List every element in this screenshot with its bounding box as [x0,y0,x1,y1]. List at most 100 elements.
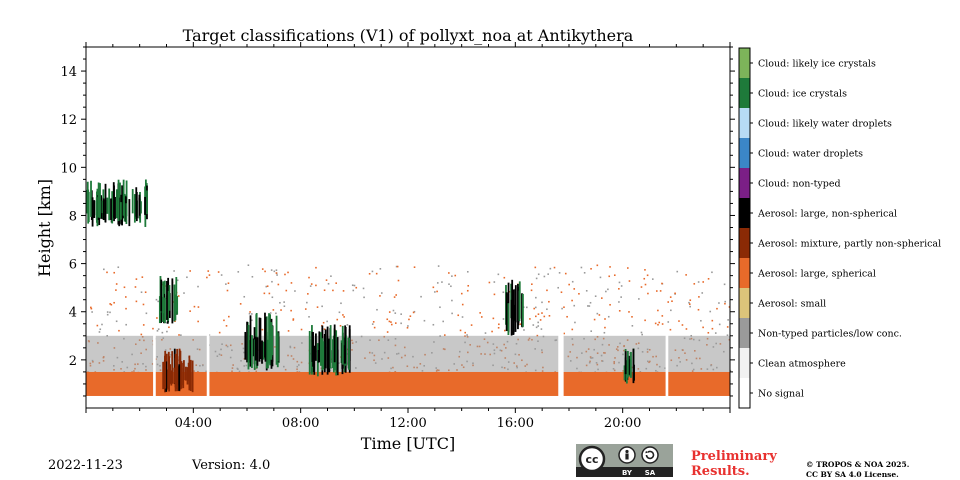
colorbar-label: Aerosol: large, spherical [757,269,876,280]
speckle-point [661,282,663,285]
speckle-point [400,322,402,325]
speckle-point [189,310,191,312]
class-region [505,279,524,336]
speckle-point [142,324,145,326]
speckle-point [558,272,561,274]
speckle-point [113,301,115,304]
speckle-point [657,309,659,312]
speckle-point [115,320,118,323]
speckle-point [325,279,328,281]
speckle-point [437,265,440,267]
speckle-point [340,302,342,305]
speckle-point [395,265,398,268]
speckle-point [726,334,729,337]
speckle-point [98,331,101,333]
speckle-point [395,294,397,296]
copyright-line-1: © TROPOS & NOA 2025. [806,460,910,469]
y-tick-label: 2 [69,354,77,369]
speckle-point [178,334,180,336]
speckle-point [724,300,727,303]
speckle-point [434,291,436,293]
speckle-point [407,325,409,327]
speckle-point [661,323,664,325]
colorbar-frame [738,47,751,409]
no-signal-gap [558,330,564,399]
speckle-point [237,271,240,273]
speckle-point [689,305,691,308]
speckle-point [315,284,317,287]
speckle-point [640,286,643,288]
speckle-point [408,318,410,321]
speckle-point [599,276,602,279]
speckle-point [727,319,729,321]
y-tick-label: 6 [69,258,77,273]
colorbar-swatch [739,288,750,318]
speckle-point [124,296,127,298]
speckle-point [493,293,496,296]
speckle-point [372,321,375,323]
speckle-point [628,280,631,282]
speckle-point [571,280,574,283]
speckle-point [390,321,392,323]
sa-icon [641,446,659,464]
speckle-point [386,331,389,333]
speckle-point [117,266,120,269]
y-tick-label: 14 [60,65,77,80]
copyright-line-2: CC BY SA 4.0 License. [806,470,899,479]
speckle-point [177,295,180,297]
speckle-point [467,284,470,287]
colorbar-swatch [739,228,750,258]
speckle-point [323,289,326,292]
preliminary-notice: Preliminary Results. [691,449,777,479]
speckle-point [441,281,443,283]
speckle-point [156,317,158,319]
speckle-point [394,322,397,324]
speckle-point [502,291,505,294]
colorbar-label: Cloud: non-typed [758,179,841,190]
speckle-point [604,326,606,329]
colorbar-swatch [739,318,750,348]
speckle-point [707,278,710,280]
speckle-point [549,267,552,270]
speckle-point [707,331,710,334]
speckle-point [275,272,278,274]
speckle-point [658,321,661,324]
speckle-point [251,313,253,315]
speckle-point [497,326,500,329]
speckle-point [251,275,254,278]
speckle-point [193,305,196,308]
speckle-point [607,315,610,318]
speckle-point [701,292,704,294]
speckle-point [563,306,565,309]
speckle-point [587,305,589,307]
speckle-point [106,334,108,337]
speckle-point [156,330,159,332]
speckle-point [583,271,586,274]
speckle-point [308,276,310,279]
speckle-point [103,268,105,271]
speckle-point [466,270,469,273]
speckle-point [659,290,662,292]
speckle-point [197,306,200,308]
speckle-point [541,301,543,304]
speckle-point [394,312,397,314]
speckle-point [145,312,148,315]
speckle-point [243,295,246,298]
speckle-point [279,301,281,304]
by-text: BY [622,469,633,477]
speckle-point [574,321,576,324]
speckle-point [503,276,506,279]
class-region [308,324,351,377]
speckle-point [578,292,580,295]
speckle-point [265,285,268,288]
speckle-point [448,272,450,274]
speckle-point [207,270,210,272]
speckle-point [519,323,522,325]
speckle-point [306,301,308,304]
colorbar-label: Cloud: water droplets [758,149,863,160]
speckle-point [442,320,444,323]
speckle-point [263,292,266,295]
speckle-point [537,273,540,276]
speckle-point [270,269,273,271]
speckle-point [432,323,435,326]
